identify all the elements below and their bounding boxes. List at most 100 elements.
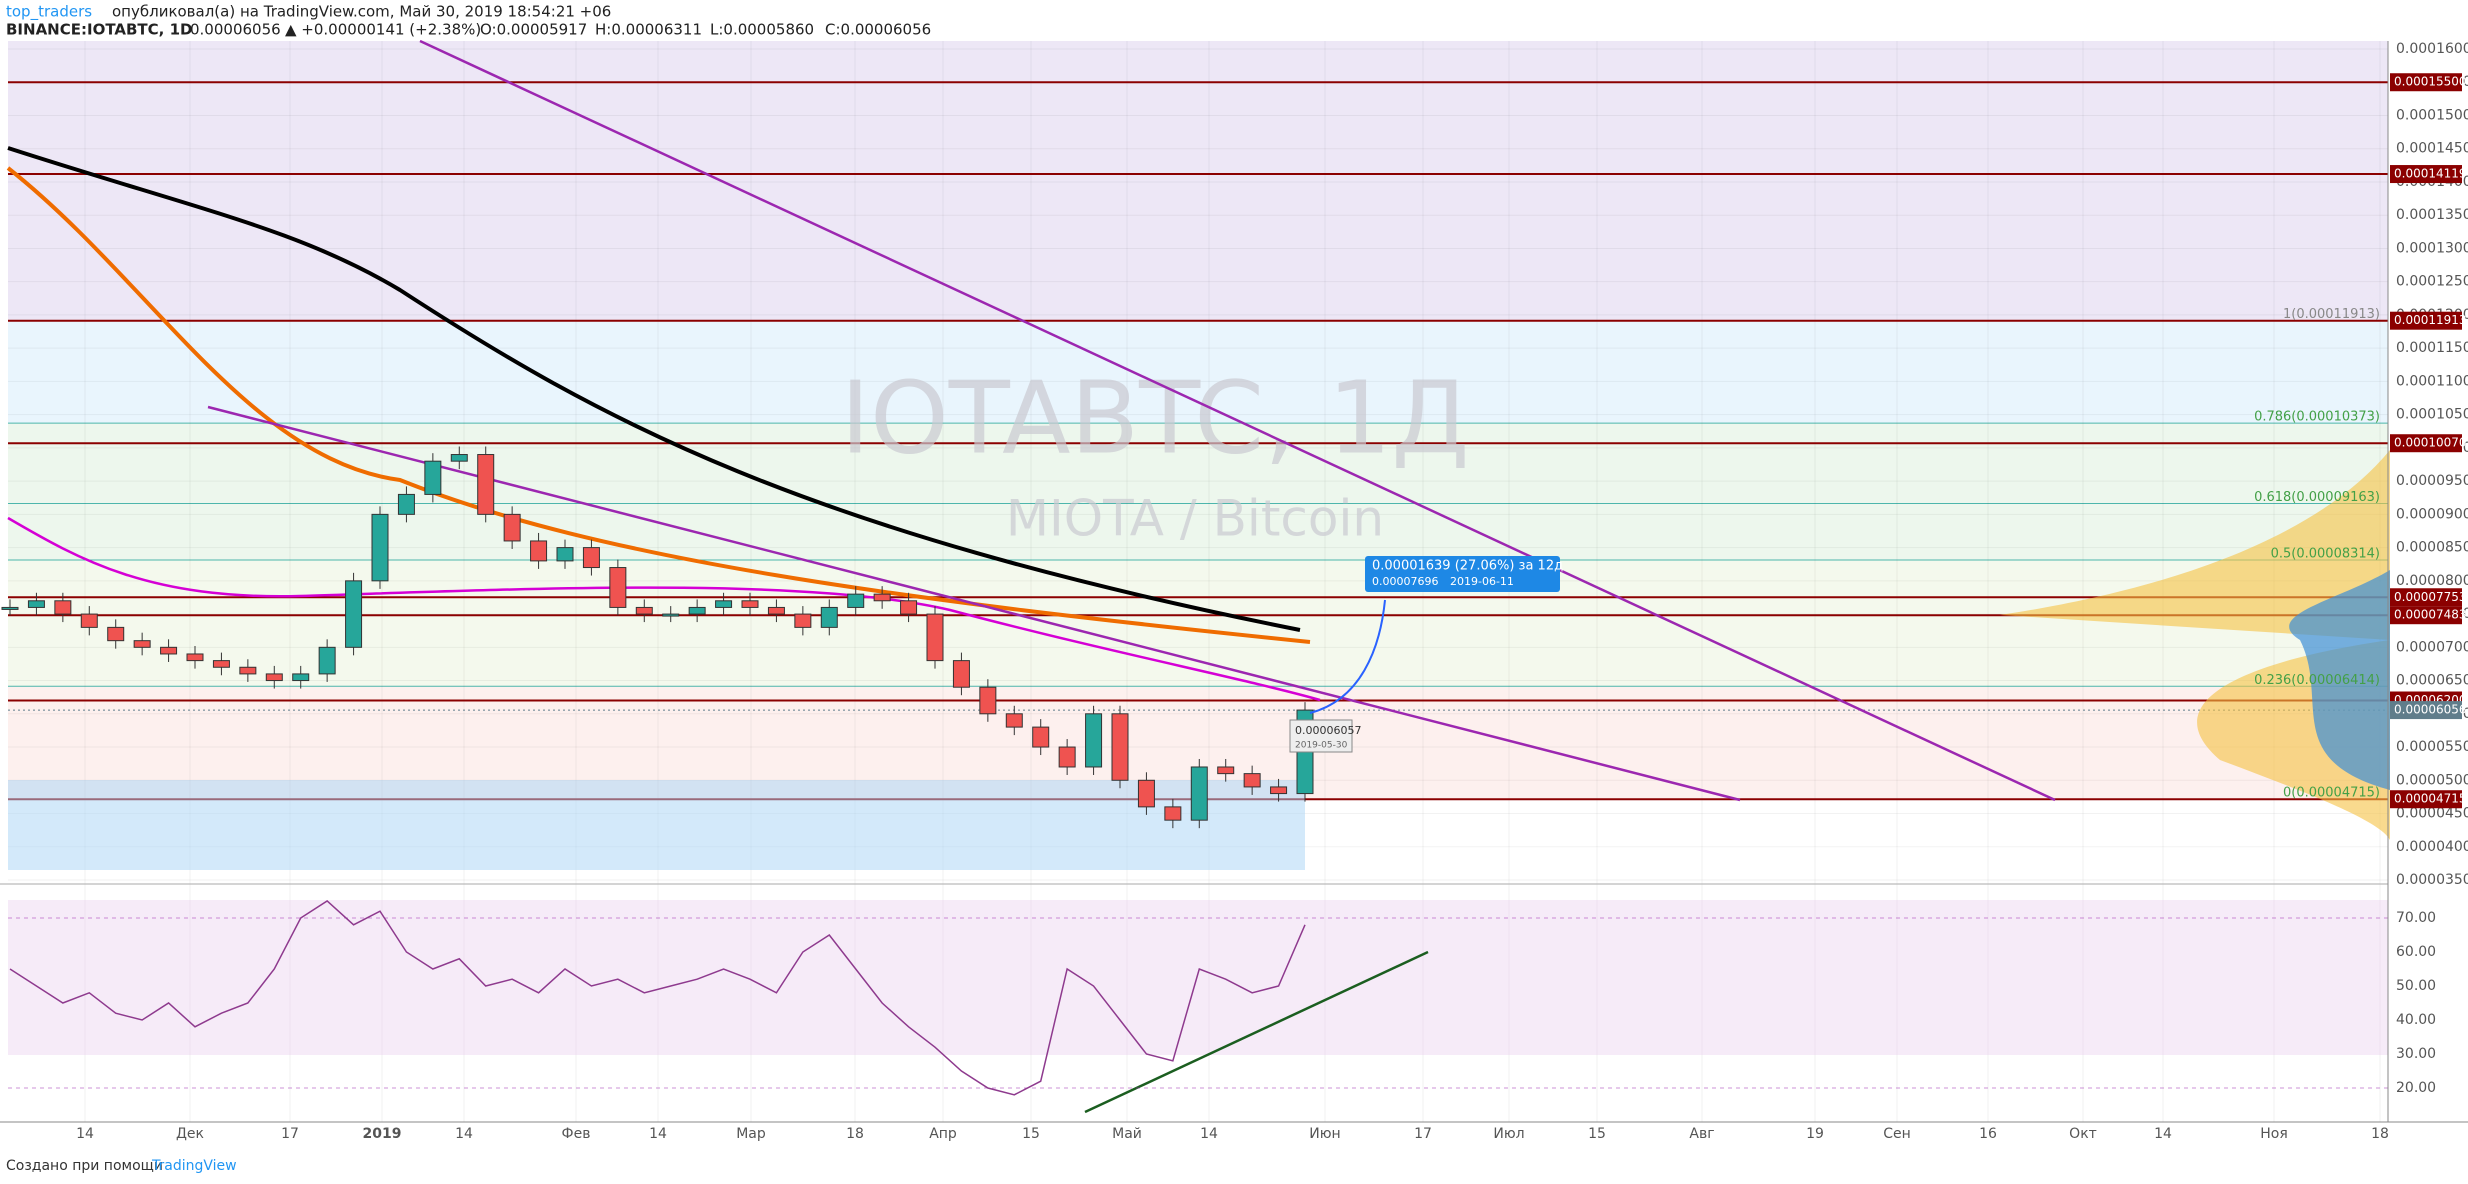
date-label: Июл [1493, 1126, 1524, 1142]
candle [107, 626, 125, 642]
candle [847, 593, 865, 608]
candle [609, 567, 627, 608]
fib-label: 0.786(0.00010373) [2254, 410, 2380, 425]
date-label: 14 [1200, 1126, 1218, 1142]
candle [767, 606, 785, 615]
current-tag [2390, 701, 2462, 720]
open: O:0.00005917 [480, 21, 587, 39]
candle [239, 666, 257, 675]
author[interactable]: top_traders [6, 3, 92, 22]
candle [794, 613, 812, 628]
date-label: 18 [846, 1126, 864, 1142]
candle [1111, 713, 1129, 781]
fib-band [8, 423, 2388, 504]
level-tag [2390, 434, 2462, 453]
trendline [207, 405, 1741, 802]
tooltip-box [1289, 719, 1353, 753]
date-label: 15 [1022, 1126, 1040, 1142]
watermark-title: IOTABTC, 1Д [841, 359, 1470, 476]
band-top [8, 41, 2388, 321]
projection-date: 2019-06-11 [1450, 575, 1514, 588]
candle [1005, 713, 1023, 728]
date-label: 17 [281, 1126, 299, 1142]
high: H:0.00006311 [595, 21, 702, 39]
candle [1, 606, 19, 610]
date-label: 14 [455, 1126, 473, 1142]
candle [582, 547, 600, 569]
watermark-subtitle: MIOTA / Bitcoin [1006, 490, 1384, 548]
date-label: Фев [562, 1126, 591, 1142]
date-label: 15 [1588, 1126, 1606, 1142]
tooltip-date: 2019-05-30 [1295, 741, 1348, 751]
ma-200 [7, 146, 1301, 632]
candle [530, 540, 548, 562]
close: C:0.00006056 [825, 21, 931, 39]
candle [1164, 806, 1182, 821]
rsi-tick-label: 40.00 [2396, 1012, 2436, 1028]
candle [1137, 779, 1155, 808]
rsi-tick-label: 70.00 [2396, 910, 2436, 926]
candle [292, 673, 310, 682]
date-label: Авг [1689, 1126, 1714, 1142]
footer-text: Создано при помощи [6, 1158, 163, 1174]
candle [212, 660, 230, 668]
level-label: 0.00010070 [2394, 436, 2467, 450]
low: L:0.00005860 [710, 21, 814, 39]
footer-brand[interactable]: TradingView [151, 1158, 237, 1174]
candle [1085, 713, 1103, 768]
candle [1217, 766, 1235, 775]
level-tag [2390, 606, 2462, 625]
candle [979, 686, 997, 715]
date-label: Мар [736, 1126, 766, 1142]
date-label: 17 [1414, 1126, 1432, 1142]
candle [688, 606, 706, 615]
rsi-tick-label: 30.00 [2396, 1046, 2436, 1062]
date-label: 19 [1806, 1126, 1824, 1142]
candle [741, 600, 759, 608]
level-label: 0.00011913 [2394, 313, 2467, 327]
candle [318, 646, 336, 675]
projection-change: 0.00001639 (27.06%) за 12д [1372, 559, 1563, 574]
projection-arrow [1309, 599, 1386, 714]
candle [820, 606, 838, 628]
projection-target: 0.00007696 [1372, 575, 1438, 588]
date-label: 14 [649, 1126, 667, 1142]
date-label: 14 [2154, 1126, 2172, 1142]
date-label: Сен [1883, 1126, 1911, 1142]
fib-label: 0.5(0.00008314) [2271, 546, 2380, 561]
rsi-line [9, 900, 1306, 1096]
rsi-tick-label: 60.00 [2396, 944, 2436, 960]
candle [54, 600, 72, 615]
rsi-tick-label: 20.00 [2396, 1080, 2436, 1096]
volume-profile-blue [2289, 570, 2390, 790]
candle [397, 493, 415, 515]
fib-label: 0.236(0.00006414) [2254, 673, 2380, 688]
candle [1058, 746, 1076, 768]
level-label: 0.00007483 [2394, 608, 2467, 622]
tooltip-price: 0.00006057 [1295, 724, 1361, 737]
rsi-band [8, 900, 2388, 1055]
candle [556, 547, 574, 562]
candle [926, 613, 944, 662]
date-label: 2019 [363, 1126, 402, 1142]
candle [873, 593, 891, 602]
candle [1270, 786, 1288, 795]
date-label: Июн [1309, 1126, 1340, 1142]
fib-label: 1(0.00011913) [2283, 307, 2380, 322]
level-label: 0.00004715 [2394, 792, 2467, 806]
candle [424, 460, 442, 495]
date-label: 18 [2371, 1126, 2389, 1142]
